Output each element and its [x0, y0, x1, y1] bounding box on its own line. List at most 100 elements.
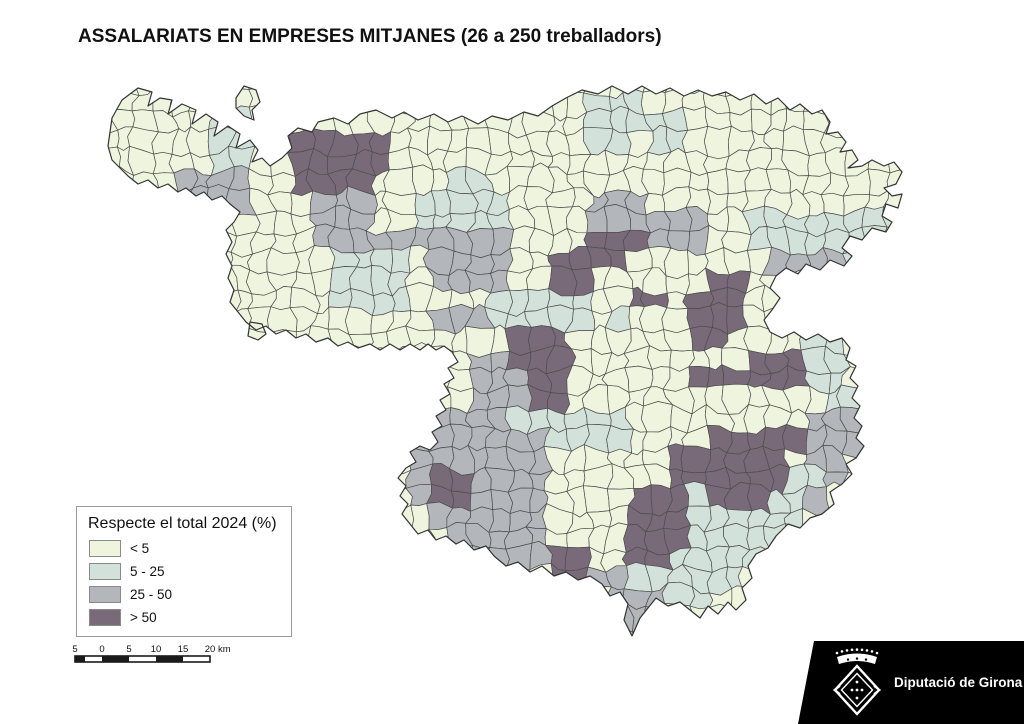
municipality-cell — [326, 620, 354, 636]
municipality-cell — [859, 388, 890, 414]
municipality-cell — [470, 565, 494, 593]
municipality-cell — [206, 388, 239, 411]
municipality-cell — [467, 603, 491, 629]
municipality-cell — [349, 522, 378, 555]
municipality-cell — [267, 349, 294, 367]
municipality-cell — [661, 307, 691, 334]
municipality-cell — [388, 522, 416, 548]
municipality-cell — [865, 268, 891, 291]
municipality-cell — [290, 630, 318, 636]
municipality-cell — [349, 623, 378, 636]
municipality-cell — [70, 327, 96, 347]
municipality-cell — [841, 485, 867, 510]
municipality-cell — [350, 448, 379, 474]
municipality-cell — [168, 444, 199, 470]
municipality-cell — [880, 272, 902, 294]
municipality-cell — [308, 469, 334, 490]
municipality-cell — [768, 86, 789, 95]
municipality-cell — [327, 472, 352, 488]
municipality-cell — [810, 266, 827, 295]
municipality-cell — [110, 305, 135, 335]
municipality-cell — [364, 565, 396, 589]
municipality-cell — [819, 86, 846, 96]
municipality-cell — [347, 86, 375, 94]
municipality-cell — [73, 449, 100, 469]
municipality-cell — [887, 367, 902, 396]
municipality-cell — [329, 86, 355, 98]
municipality-cell — [75, 149, 104, 173]
municipality-cell — [840, 609, 868, 628]
municipality-cell — [862, 504, 889, 527]
municipality-cell — [710, 625, 729, 636]
municipality-cell — [408, 566, 435, 596]
legend-item: 5 - 25 — [89, 563, 281, 580]
municipality-cell — [132, 309, 155, 335]
municipality-cell — [391, 365, 412, 390]
municipality-cell — [207, 427, 231, 446]
municipality-cell — [127, 270, 155, 291]
municipality-cell — [780, 609, 807, 626]
municipality-cell — [587, 625, 611, 636]
municipality-cell — [331, 370, 356, 393]
municipality-cell — [128, 429, 159, 454]
municipality-cell — [425, 603, 456, 634]
municipality-cell — [588, 585, 612, 610]
municipality-cell — [865, 448, 892, 472]
municipality-cell — [128, 186, 160, 219]
scale-label: 10 — [151, 644, 162, 655]
municipality-cell — [800, 86, 825, 98]
municipality-cell — [882, 543, 902, 570]
legend: Respecte el total 2024 (%) < 5 5 - 25 25… — [76, 506, 292, 637]
municipality-cell — [884, 249, 902, 276]
municipality-cell — [187, 272, 218, 293]
municipality-cell — [370, 409, 396, 429]
municipality-cell — [489, 588, 514, 607]
municipality-cell — [108, 231, 119, 248]
municipality-cell — [842, 86, 871, 119]
municipality-cell — [869, 428, 892, 455]
municipality-cell — [880, 344, 902, 375]
municipality-cell — [150, 487, 178, 507]
municipality-cell — [507, 487, 534, 515]
municipality-cell — [841, 502, 864, 531]
municipality-cell — [229, 401, 255, 434]
municipality-cell — [286, 471, 311, 490]
municipality-cell — [412, 540, 436, 570]
municipality-cell — [543, 86, 570, 95]
municipality-cell — [447, 625, 475, 636]
municipality-cell — [307, 524, 331, 555]
municipality-cell — [862, 604, 888, 634]
municipality-cell — [464, 325, 496, 358]
municipality-cell — [168, 403, 193, 433]
municipality-cell — [821, 507, 851, 530]
municipality-cell — [289, 87, 310, 116]
municipality-cell — [228, 443, 252, 475]
municipality-cell — [640, 401, 673, 433]
municipality-cell — [149, 388, 179, 411]
municipality-cell — [231, 345, 256, 375]
scale-label: 0 — [99, 644, 104, 655]
municipality-cell — [128, 448, 160, 473]
municipality-cell — [132, 325, 156, 355]
municipality-cell — [566, 86, 595, 94]
municipality-cell — [73, 431, 100, 455]
municipality-cell — [366, 89, 395, 112]
municipality-cell — [449, 86, 476, 91]
municipality-cell — [288, 350, 312, 368]
municipality-cell — [783, 623, 804, 636]
municipality-cell — [862, 409, 882, 433]
municipality-cell — [113, 424, 132, 452]
municipality-cell — [187, 244, 218, 274]
municipality-cell — [643, 602, 667, 631]
municipality-cell — [366, 86, 399, 95]
diputacio-girona-banner: Diputació de Girona — [798, 641, 1024, 724]
municipality-cell — [267, 88, 296, 116]
municipality-cell — [108, 129, 120, 150]
municipality-cell — [366, 384, 397, 414]
municipality-cell — [449, 599, 474, 634]
municipality-cell — [72, 66, 97, 97]
municipality-cell — [432, 545, 457, 575]
municipality-cell — [877, 327, 902, 353]
legend-label: > 50 — [130, 610, 157, 625]
municipality-cell — [780, 585, 812, 613]
